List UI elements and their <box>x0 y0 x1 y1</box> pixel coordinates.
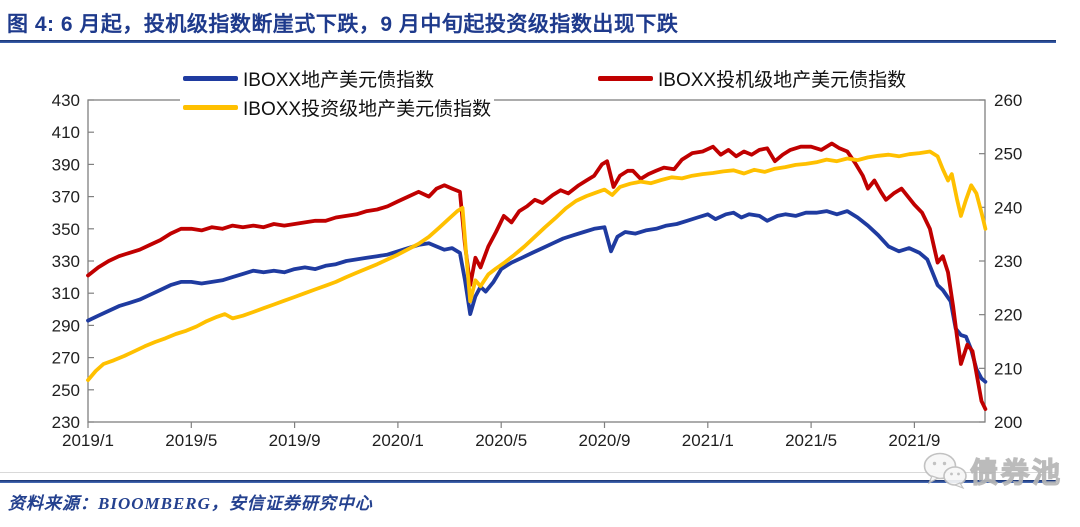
left-axis-tick-label: 250 <box>52 381 80 400</box>
legend-label-yellow: IBOXX投资级地产美元债指数 <box>243 99 492 120</box>
legend-item-blue: IBOXX地产美元债指数 <box>180 64 438 93</box>
series-line-2 <box>86 149 988 383</box>
left-axis-tick-label: 390 <box>52 155 80 174</box>
wechat-icon <box>923 452 967 490</box>
figure-title: 图 4: 6 月起，投机级指数断崖式下跌，9 月中旬起投资级指数出现下跌 <box>7 13 679 36</box>
legend-item-red: IBOXX投机级地产美元债指数 <box>595 64 910 93</box>
left-axis-tick-label: 430 <box>52 91 80 110</box>
light-divider <box>0 472 1056 473</box>
bottom-divider <box>0 480 1056 483</box>
x-axis-tick-label: 2021/5 <box>785 431 837 450</box>
x-axis-tick-label: 2019/9 <box>269 431 321 450</box>
left-axis-tick-label: 230 <box>52 413 80 432</box>
right-axis-tick-label: 220 <box>994 306 1022 325</box>
x-axis-tick-label: 2020/5 <box>475 431 527 450</box>
title-underline <box>0 40 1056 43</box>
watermark: 债券池 <box>922 451 1063 491</box>
chart-area: 430 410 390 370 350 330 310 290 270 250 230 260 250 2… <box>0 44 1080 464</box>
x-axis-tick-label: 2019/5 <box>165 431 217 450</box>
x-axis-tick-label: 2021/9 <box>888 431 940 450</box>
right-axis-tick-label: 210 <box>994 359 1022 378</box>
x-axis-tick-label: 2020/1 <box>372 431 424 450</box>
series-line-0 <box>86 209 988 384</box>
x-axis-tick-label: 2019/1 <box>62 431 114 450</box>
left-axis-tick-label: 310 <box>52 284 80 303</box>
right-axis-tick-label: 200 <box>994 413 1022 432</box>
right-axis-tick-label: 230 <box>994 252 1022 271</box>
right-axis-tick-label: 260 <box>994 91 1022 110</box>
x-axis-tick-label: 2021/1 <box>682 431 734 450</box>
source-note: 资料来源：BIOOMBERG，安信证券研究中心 <box>8 494 373 513</box>
watermark-text: 债券池 <box>969 456 1064 488</box>
legend-swatch-red <box>598 76 653 81</box>
left-axis-tick-label: 370 <box>52 188 80 207</box>
right-axis-tick-label: 240 <box>994 198 1022 217</box>
series-line-1 <box>86 141 988 412</box>
axis-frame <box>87 99 986 423</box>
legend-label-blue: IBOXX地产美元债指数 <box>243 70 435 91</box>
left-axis-tick-label: 350 <box>52 220 80 239</box>
x-axis-tick-label: 2020/9 <box>579 431 631 450</box>
left-axis-tick-label: 270 <box>52 349 80 368</box>
left-axis-tick-label: 290 <box>52 316 80 335</box>
legend-swatch-yellow <box>183 105 238 110</box>
legend-label-red: IBOXX投机级地产美元债指数 <box>658 70 907 91</box>
right-axis-tick-label: 250 <box>994 145 1022 164</box>
legend-item-yellow: IBOXX投资级地产美元债指数 <box>180 93 495 122</box>
left-axis-tick-label: 330 <box>52 252 80 271</box>
legend-swatch-blue <box>183 76 238 81</box>
left-axis-tick-label: 410 <box>52 123 80 142</box>
line-chart: 430 410 390 370 350 330 310 290 270 250 230 260 250 2… <box>52 91 1023 450</box>
